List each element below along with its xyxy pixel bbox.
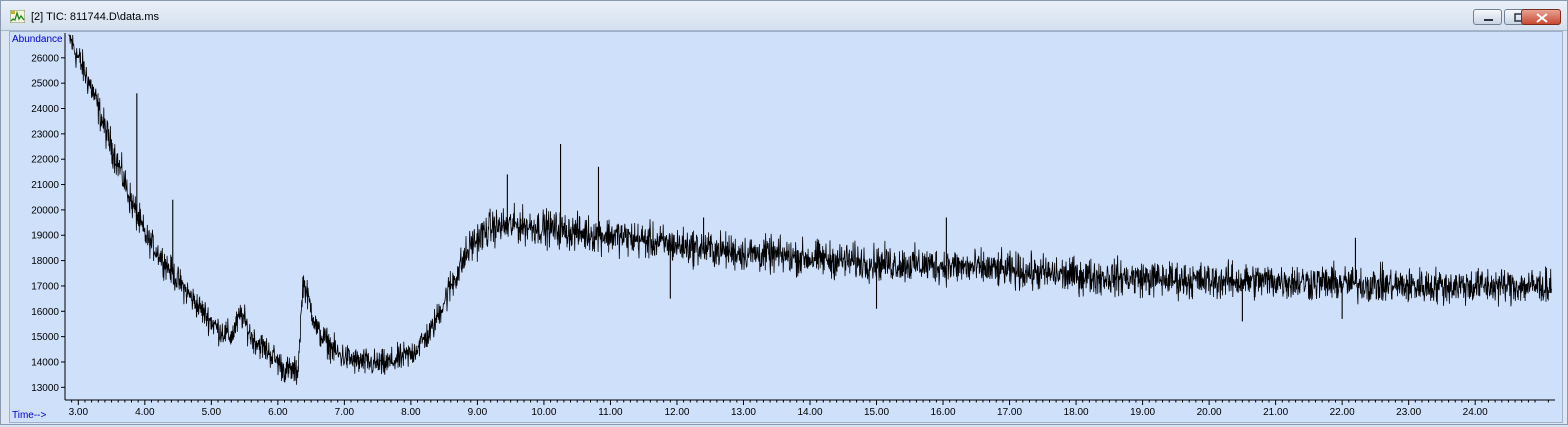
x-tick-label: 6.00 <box>268 407 288 418</box>
x-tick-label: 4.00 <box>135 407 155 418</box>
x-tick-label: 14.00 <box>797 407 822 418</box>
x-tick-label: 12.00 <box>664 407 689 418</box>
y-tick-label: 26000 <box>31 53 59 64</box>
y-axis-label: Abundance <box>12 34 63 45</box>
x-tick-label: 16.00 <box>931 407 956 418</box>
x-tick-label: 19.00 <box>1130 407 1155 418</box>
y-tick-label: 22000 <box>31 155 59 166</box>
y-tick-label: 15000 <box>31 332 59 343</box>
y-tick-label: 24000 <box>31 104 59 115</box>
window-title: [2] TIC: 811744.D\data.ms <box>31 11 159 23</box>
close-icon <box>1536 13 1548 23</box>
y-tick-label: 13000 <box>31 383 59 394</box>
x-tick-label: 17.00 <box>997 407 1022 418</box>
y-tick-label: 16000 <box>31 307 59 318</box>
x-tick-label: 3.00 <box>69 407 89 418</box>
minimize-button[interactable] <box>1473 9 1502 25</box>
x-axis-label: Time--> <box>12 410 47 421</box>
x-tick-label: 22.00 <box>1330 407 1355 418</box>
y-tick-label: 25000 <box>31 79 59 90</box>
y-tick-label: 19000 <box>31 231 59 242</box>
x-tick-label: 24.00 <box>1463 407 1488 418</box>
x-tick-label: 15.00 <box>864 407 889 418</box>
close-button[interactable] <box>1521 9 1561 25</box>
x-tick-label: 11.00 <box>598 407 623 418</box>
minimize-icon <box>1484 19 1493 21</box>
y-tick-label: 23000 <box>31 129 59 140</box>
y-tick-label: 17000 <box>31 281 59 292</box>
y-tick-label: 20000 <box>31 205 59 216</box>
tic-chart: Abundance Time--> 13000 14000 15000 16000 1700… <box>12 33 1555 421</box>
title-bar[interactable]: [2] TIC: 811744.D\data.ms <box>1 1 1567 31</box>
x-tick-label: 23.00 <box>1396 407 1421 418</box>
plot-area[interactable]: Abundance Time--> 13000 14000 15000 16000 1700… <box>9 31 1563 423</box>
tic-trace <box>68 34 1552 385</box>
x-tick-label: 9.00 <box>468 407 488 418</box>
x-tick-label: 5.00 <box>202 407 222 418</box>
x-tick-label: 13.00 <box>731 407 756 418</box>
x-tick-label: 10.00 <box>531 407 556 418</box>
app-chromatogram-icon <box>10 10 25 23</box>
x-tick-label: 18.00 <box>1064 407 1089 418</box>
x-tick-label: 7.00 <box>335 407 355 418</box>
x-tick-label: 21.00 <box>1263 407 1288 418</box>
y-tick-label: 18000 <box>31 256 59 267</box>
y-tick-label: 14000 <box>31 357 59 368</box>
x-tick-label: 8.00 <box>401 407 421 418</box>
x-tick-label: 20.00 <box>1197 407 1222 418</box>
y-tick-label: 21000 <box>31 180 59 191</box>
